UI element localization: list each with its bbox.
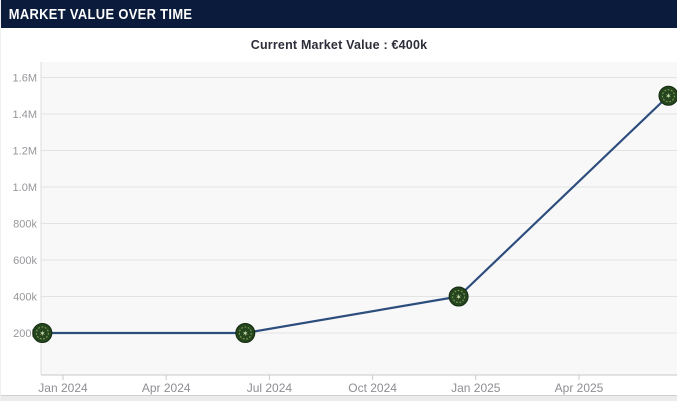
x-axis-tick-label: Jul 2024 bbox=[247, 381, 293, 395]
x-axis-tick-label: Oct 2024 bbox=[348, 381, 397, 395]
plot-area bbox=[41, 62, 677, 375]
data-point-marker[interactable]: ✶ bbox=[658, 85, 677, 106]
coin-icon bbox=[448, 286, 469, 307]
y-axis-tick-label: 1.2M bbox=[13, 146, 37, 158]
y-axis-tick-label: 1.6M bbox=[13, 73, 37, 85]
coin-glyph: ✶ bbox=[665, 92, 671, 101]
coin-ring bbox=[238, 326, 252, 340]
y-axis-tick-label: 1.4M bbox=[13, 109, 37, 121]
market-value-chart: 200k 400k 600k 800k 1.0M 1.2M 1.4M 1.6M Jan 2024… bbox=[13, 62, 677, 395]
market-value-line bbox=[42, 94, 670, 335]
coin-icon bbox=[32, 323, 53, 343]
current-market-value-label: Current Market Value : €400k bbox=[250, 38, 428, 52]
y-axis-tick-label: 600k bbox=[13, 255, 37, 267]
y-axis-tick-label: 200k bbox=[13, 328, 37, 340]
coin-glyph: ✶ bbox=[39, 329, 45, 338]
x-axis-tick-label: Apr 2025 bbox=[555, 381, 604, 395]
y-axis-tick-label: 800k bbox=[13, 219, 37, 231]
coin-ring bbox=[661, 89, 675, 103]
coin-icon bbox=[235, 323, 256, 343]
data-point-marker[interactable]: ✶ bbox=[32, 323, 53, 343]
coin-ring bbox=[35, 326, 49, 340]
coin-ring bbox=[452, 289, 466, 304]
x-axis-tick-label: Jan 2024 bbox=[38, 381, 88, 395]
panel-title: MARKET VALUE OVER TIME bbox=[8, 5, 193, 23]
next-section-divider bbox=[1, 395, 677, 401]
coin-glyph: ✶ bbox=[242, 329, 248, 338]
data-point-marker[interactable]: ✶ bbox=[235, 323, 256, 343]
coin-glyph: ✶ bbox=[455, 292, 461, 301]
x-axis-tick-label: Apr 2024 bbox=[142, 381, 191, 395]
y-axis-tick-label: 1.0M bbox=[13, 182, 37, 194]
data-point-marker[interactable]: ✶ bbox=[448, 286, 469, 307]
y-axis-tick-label: 400k bbox=[13, 292, 37, 304]
x-axis-tick-label: Jan 2025 bbox=[451, 381, 501, 395]
panel-header: MARKET VALUE OVER TIME bbox=[1, 0, 677, 28]
